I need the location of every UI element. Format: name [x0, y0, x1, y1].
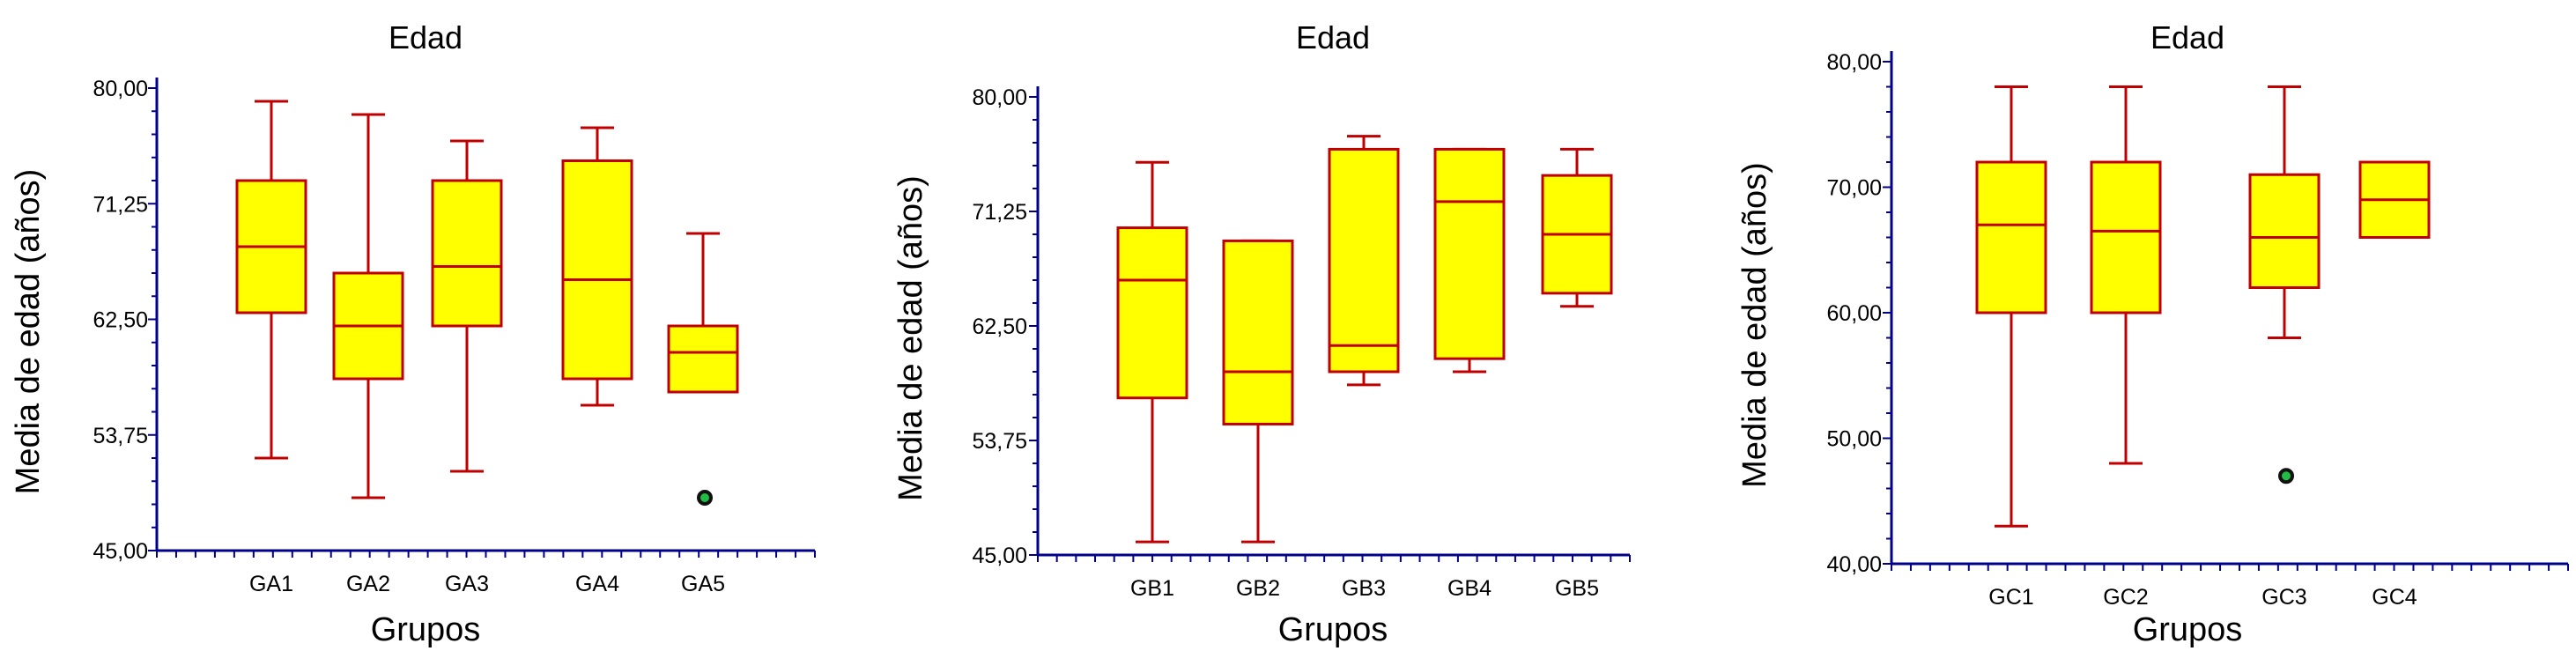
- chart-title: Edad: [2150, 19, 2224, 55]
- y-tick-label: 40,00: [1826, 552, 1882, 577]
- iqr-box: [1328, 147, 1400, 374]
- box-GB5: GB5: [1541, 147, 1613, 601]
- y-tick-label: 45,00: [93, 539, 148, 564]
- outlier-point: [2278, 468, 2294, 485]
- iqr-box: [431, 179, 503, 328]
- y-tick-label: 60,00: [1826, 301, 1882, 326]
- y-tick-label: 53,75: [93, 424, 148, 448]
- y-tick-label: 50,00: [1826, 427, 1882, 452]
- box-GC2: GC2: [2090, 85, 2162, 610]
- box-GB2: GB2: [1222, 239, 1294, 601]
- box-GC3: GC3: [2248, 85, 2321, 610]
- y-tick-label: 80,00: [93, 77, 148, 101]
- x-category-label: GA3: [445, 572, 489, 596]
- y-axis-label: Media de edad (años): [1736, 162, 1773, 488]
- x-category-label: GC1: [1988, 585, 2033, 610]
- chart-title: Edad: [389, 19, 463, 55]
- y-tick-label: 62,50: [972, 314, 1027, 339]
- iqr-box: [1433, 147, 1506, 360]
- x-category-label: GC2: [2103, 585, 2148, 610]
- y-tick-label: 53,75: [972, 429, 1027, 454]
- y-axis-label: Media de edad (años): [10, 169, 47, 495]
- x-category-label: GB3: [1342, 576, 1386, 601]
- x-category-label: GA5: [681, 572, 725, 596]
- y-axis-label: Media de edad (años): [892, 175, 929, 501]
- x-category-label: GA1: [249, 572, 293, 596]
- box-GA3: GA3: [431, 139, 503, 596]
- x-category-label: GC4: [2372, 585, 2417, 610]
- iqr-box: [1222, 239, 1294, 425]
- x-axis-label: Grupos: [371, 611, 481, 648]
- y-tick-label: 80,00: [972, 85, 1027, 110]
- box-GC4: GC4: [2358, 160, 2431, 610]
- box-GA4: GA4: [561, 126, 633, 596]
- box-GB1: GB1: [1116, 160, 1188, 601]
- box-GA5: GA5: [667, 232, 739, 596]
- x-category-label: GB4: [1447, 576, 1492, 601]
- x-category-label: GC3: [2261, 585, 2306, 610]
- y-tick-label: 80,00: [1826, 50, 1882, 75]
- box-GB4: GB4: [1433, 147, 1506, 601]
- x-category-label: GA4: [575, 572, 619, 596]
- iqr-box: [2090, 160, 2162, 314]
- boxplot-panel-2: Edad Media de edad (años) Grupos 45,00 53,75…: [892, 19, 1631, 648]
- iqr-box: [667, 324, 739, 394]
- x-axis-label: Grupos: [2133, 611, 2243, 648]
- boxplot-panel-3: Edad Media de edad (años) Grupos 40,00 50,00…: [1736, 19, 2569, 648]
- chart-title: Edad: [1296, 19, 1370, 55]
- iqr-box: [1975, 160, 2047, 314]
- x-category-label: GA2: [346, 572, 390, 596]
- x-category-label: GB2: [1236, 576, 1280, 601]
- y-tick-label: 62,50: [93, 308, 148, 333]
- iqr-box: [561, 159, 633, 381]
- y-tick-label: 45,00: [972, 544, 1027, 568]
- box-GC1: GC1: [1975, 85, 2047, 610]
- x-category-label: GB5: [1555, 576, 1599, 601]
- outlier-point: [697, 490, 713, 506]
- y-tick-label: 71,25: [972, 200, 1027, 225]
- iqr-box: [2248, 173, 2321, 289]
- box-GA2: GA2: [332, 113, 404, 596]
- box-GB3: GB3: [1328, 135, 1400, 601]
- box-GA1: GA1: [235, 100, 307, 596]
- x-axis-label: Grupos: [1278, 611, 1388, 648]
- y-tick-label: 70,00: [1826, 176, 1882, 201]
- boxplot-panel-1: Edad Media de edad (años) Grupos 45,00 53,75…: [10, 19, 816, 648]
- x-category-label: GB1: [1130, 576, 1174, 601]
- y-tick-label: 71,25: [93, 192, 148, 217]
- iqr-box: [1116, 226, 1188, 400]
